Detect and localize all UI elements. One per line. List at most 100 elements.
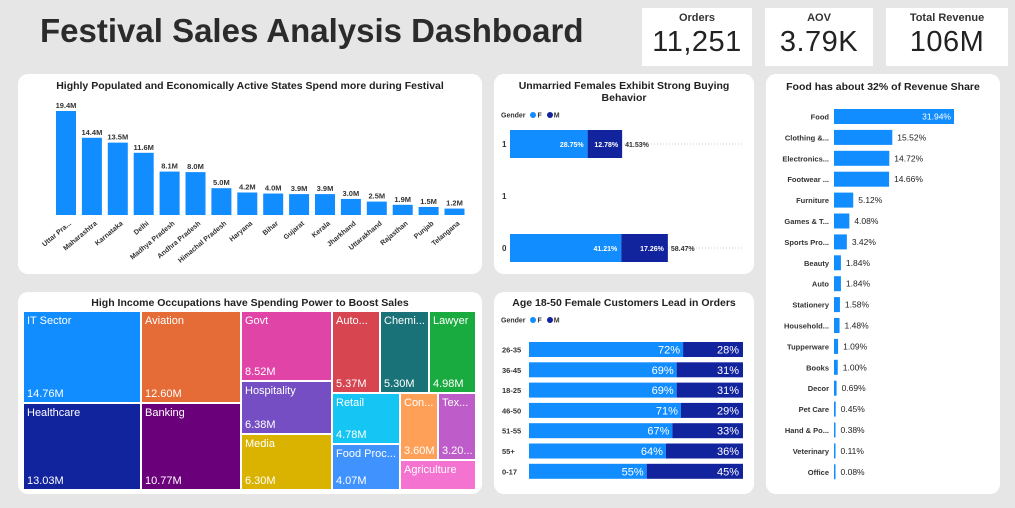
state-bar[interactable] (444, 208, 465, 215)
treemap-tile-value: 5.37M (336, 378, 367, 390)
treemap-tile[interactable]: Food Proc... 4.07M (332, 444, 400, 490)
state-bar[interactable] (289, 194, 310, 215)
treemap-tile[interactable]: Govt 8.52M (241, 311, 332, 381)
age-bar-m[interactable] (683, 342, 743, 357)
marital-bar-m[interactable] (587, 130, 623, 158)
state-bar[interactable] (366, 201, 387, 215)
state-bar[interactable] (340, 198, 361, 215)
legend-title: Gender (501, 112, 526, 120)
state-bar[interactable] (392, 204, 413, 215)
occupation-title: High Income Occupations have Spending Po… (91, 297, 409, 309)
kpi-revenue-value: 106M (909, 26, 985, 58)
treemap-tile-name: Aviation (145, 315, 184, 327)
category-bar[interactable] (834, 213, 850, 229)
state-tick-label: Karnataka (94, 220, 125, 247)
age-bar-chart[interactable]: 26-35 72% 28% 36-45 69% 31% 18-25 69% 31% 46-50 71… (494, 292, 754, 494)
age-bar-f[interactable] (529, 463, 647, 479)
category-tick-label: Veterinary (793, 447, 830, 456)
treemap-tile[interactable]: Tex... 3.20... (438, 393, 476, 460)
category-bar[interactable] (834, 297, 840, 313)
age-bar-m[interactable] (672, 423, 743, 439)
category-bar[interactable] (834, 129, 893, 145)
state-bar[interactable] (211, 188, 232, 215)
category-bar[interactable] (834, 359, 838, 375)
state-bar[interactable] (159, 171, 180, 215)
age-bar-f[interactable] (529, 443, 666, 459)
category-bar-label: 1.00% (843, 362, 868, 372)
category-bar[interactable] (834, 422, 836, 438)
state-tick-label: Telangana (431, 220, 462, 247)
states-chart-card[interactable]: Highly Populated and Economically Active… (18, 74, 482, 274)
category-bar[interactable] (834, 318, 840, 333)
category-chart-card[interactable]: Food has about 32% of Revenue Share Food… (766, 74, 1000, 494)
state-bar[interactable] (315, 194, 335, 215)
age-bar-m[interactable] (646, 463, 743, 479)
category-bar[interactable] (834, 276, 841, 292)
treemap-tile[interactable]: IT Sector 14.76M (23, 311, 141, 403)
state-bar[interactable] (107, 142, 128, 215)
treemap-tile[interactable]: Agriculture (400, 460, 476, 490)
state-tick-label: Kerala (311, 220, 332, 239)
treemap-tile[interactable]: Chemi... 5.30M (380, 311, 429, 393)
age-label-m: 28% (717, 345, 739, 357)
marital-bar-chart[interactable]: 1 28.75% 12.78% 41.53% 1 0 41.21% 17.26% 58.47% (494, 74, 754, 274)
legend-m: M (553, 317, 560, 325)
category-bar[interactable] (834, 255, 841, 271)
marital-bar-f[interactable] (510, 234, 622, 262)
state-bar-label: 5.0M (213, 178, 230, 187)
legend-f: F (537, 112, 542, 120)
age-bar-f[interactable] (529, 362, 677, 378)
treemap-tile[interactable]: Retail 4.78M (332, 393, 400, 444)
age-bar-f[interactable] (529, 342, 684, 357)
marital-label-m: 12.78% (594, 142, 619, 149)
category-bar[interactable] (834, 171, 890, 187)
age-bar-f[interactable] (529, 402, 681, 418)
state-tick-label: Gujarat (283, 220, 307, 242)
category-bar[interactable] (834, 338, 839, 354)
state-bar-label: 1.9M (394, 195, 411, 204)
marital-tick-label: 0 (502, 244, 507, 253)
marital-chart-card[interactable]: Unmarried Females Exhibit Strong Buying … (494, 74, 754, 274)
treemap-tile[interactable]: Hospitality 6.38M (241, 381, 332, 434)
treemap-tile[interactable]: Auto... 5.37M (332, 311, 380, 393)
occupation-card[interactable]: High Income Occupations have Spending Po… (18, 292, 482, 494)
treemap-tile[interactable]: Media 6.30M (241, 434, 332, 490)
category-bar[interactable] (834, 443, 836, 459)
age-bar-m[interactable] (680, 402, 743, 418)
age-bar-m[interactable] (665, 443, 743, 459)
marital-bar-f[interactable] (510, 130, 588, 158)
category-bar-chart[interactable]: Food 31.94% Clothing &... 15.52% Electronics… (766, 74, 1000, 494)
category-bar[interactable] (834, 380, 837, 396)
category-bar-label: 0.69% (842, 383, 867, 393)
state-bar[interactable] (418, 206, 439, 215)
treemap-tile[interactable]: Banking 10.77M (141, 403, 241, 490)
state-bar[interactable] (81, 137, 102, 215)
age-bar-f[interactable] (529, 382, 677, 398)
treemap-tile[interactable]: Aviation 12.60M (141, 311, 241, 403)
category-bar[interactable] (834, 401, 836, 417)
state-bar[interactable] (185, 172, 206, 215)
category-bar-label: 1.84% (846, 279, 871, 289)
category-bar[interactable] (834, 109, 954, 124)
kpi-aov-value: 3.79K (779, 26, 859, 58)
age-bar-m[interactable] (676, 382, 743, 398)
treemap-tile[interactable]: Lawyer 4.98M (429, 311, 476, 393)
age-bar-m[interactable] (676, 362, 743, 378)
category-tick-label: Beauty (804, 259, 830, 268)
treemap-tile[interactable]: Con... 3.60M (400, 393, 438, 460)
category-bar[interactable] (834, 464, 836, 480)
treemap-tile-name: Banking (145, 407, 185, 419)
state-bar[interactable] (263, 193, 284, 215)
category-bar[interactable] (834, 234, 847, 250)
state-bar[interactable] (237, 192, 258, 215)
treemap-tile[interactable]: Healthcare 13.03M (23, 403, 141, 490)
category-bar[interactable] (834, 192, 854, 208)
age-bar-f[interactable] (529, 423, 673, 439)
marital-bar-m[interactable] (621, 234, 668, 262)
category-bar[interactable] (834, 150, 890, 166)
kpi-aov: AOV 3.79K (765, 8, 873, 66)
state-bar[interactable] (133, 152, 154, 215)
age-chart-card[interactable]: Age 18-50 Female Customers Lead in Order… (494, 292, 754, 494)
state-bar[interactable] (56, 111, 76, 215)
